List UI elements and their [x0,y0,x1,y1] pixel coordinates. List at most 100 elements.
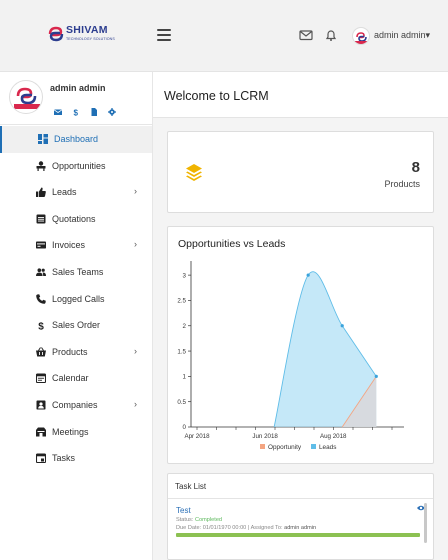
task-due-label: Due Date: [176,525,202,531]
tasks-icon [36,453,46,464]
users-icon [36,268,46,276]
x-tick-label: Apr 2018 [184,433,210,440]
user-avatar[interactable] [352,27,370,45]
svg-text:$: $ [74,109,79,117]
y-tick-label: 1 [183,374,187,381]
chart-title: Opportunities vs Leads [178,238,286,250]
stat-label: Products [384,179,420,189]
task-status: Status: Completed [176,517,222,523]
brand-logo[interactable]: SHIVAM TECHNOLOGY SOLUTIONS [46,22,115,46]
x-tick-label: Aug 2018 [320,433,347,440]
opportunities-leads-chart: 0 0.5 1 1.5 2 2.5 3 Apr 2018 Jun 2018 Aug 2018 Opp… [177,261,404,451]
sidebar-item-opportunities[interactable]: Opportunities [0,153,152,180]
task-list-card: Task List Test Status: Completed Due Dat… [167,473,434,560]
x-tick-label: Jun 2018 [252,433,278,440]
sidebar-item-label: Leads [52,187,77,198]
sidebar-item-calendar[interactable]: Calendar [0,365,152,392]
sidebar-item-sales-teams[interactable]: Sales Teams [0,259,152,286]
caret-down-icon: ▾ [425,30,431,40]
stat-value: 8 [411,159,420,176]
brand-mark-icon [48,26,64,42]
opportunity-line [341,376,377,428]
gear-icon[interactable] [108,103,116,116]
leads-area [274,271,377,427]
basket-icon [36,346,46,357]
sidebar-item-tasks[interactable]: Tasks [0,445,152,472]
dollar-icon[interactable]: $ [72,103,80,118]
sidebar-item-label: Sales Teams [52,266,104,277]
user-menu[interactable]: admin admin▾ [374,30,430,41]
legend-label-leads: Leads [319,444,336,451]
sidebar-item-companies[interactable]: Companies › [0,392,152,419]
sidebar-item-dashboard[interactable]: Dashboard [0,126,152,153]
sidebar-item-label: Invoices [52,240,86,251]
page-title: Welcome to LCRM [164,89,269,103]
legend-swatch-leads [311,444,316,449]
sidebar-item-sales-order[interactable]: $ Sales Order [0,312,152,339]
sidebar-item-products[interactable]: Products › [0,339,152,366]
chevron-right-icon: › [134,398,137,409]
leads-point [306,273,310,277]
mail-icon[interactable] [299,28,313,42]
profile-avatar[interactable] [9,80,43,114]
y-tick-label: 0.5 [177,399,186,406]
svg-text:$: $ [38,321,44,330]
mail-icon[interactable] [53,103,63,115]
y-tick-label: 0 [183,424,187,431]
invoice-icon [36,241,46,249]
legend-label-opportunity: Opportunity [268,444,302,451]
opportunities-icon [36,160,46,171]
leads-point [374,374,378,378]
thumbs-up-icon [36,187,46,198]
profile-name: admin admin [50,83,106,93]
task-list-header: Task List [168,474,433,499]
task-due-value: 01/01/1970 00:00 [202,525,247,531]
sidebar-item-leads[interactable]: Leads › [0,179,152,206]
scrollbar[interactable] [424,503,427,543]
task-assigned-label: Assigned To: [250,525,283,531]
task-name[interactable]: Test [176,506,191,515]
sidebar-item-label: Meetings [52,426,89,437]
sidebar-item-label: Quotations [52,213,96,224]
divider [0,124,152,125]
sidebar-item-meetings[interactable]: Meetings [0,419,152,446]
sidebar-item-logged-calls[interactable]: Logged Calls [0,286,152,313]
sidebar-item-label: Products [52,346,88,357]
phone-icon [36,293,46,304]
task-status-value: Completed [194,517,223,523]
sidebar-item-label: Dashboard [54,134,99,144]
dashboard-icon [38,134,48,144]
layers-icon [186,164,202,181]
sidebar-item-label: Calendar [52,373,89,384]
sidebar-item-invoices[interactable]: Invoices › [0,232,152,259]
task-due: Due Date: 01/01/1970 00:00 | Assigned To… [176,525,317,531]
chevron-right-icon: › [134,186,137,197]
sidebar-item-quotations[interactable]: Quotations [0,206,152,233]
opportunities-vs-leads-card: Opportunities vs Leads 0 0.5 1 1.5 2 2.5 3 Apr … [167,226,434,464]
leads-point [340,324,344,328]
sidebar-item-label: Tasks [52,453,76,464]
menu-toggle-icon[interactable] [157,29,171,41]
document-icon[interactable] [90,103,98,116]
chevron-right-icon: › [134,345,137,356]
sidebar: admin admin $ Dashboard Opportunities Le… [0,72,153,560]
task-assigned-value: admin admin [284,525,317,531]
dollar-icon: $ [38,321,44,330]
meetings-icon [36,427,46,437]
task-progress-bar [176,533,420,537]
bell-icon[interactable] [324,28,338,42]
top-bar: SHIVAM TECHNOLOGY SOLUTIONS admin admin▾ [0,0,448,72]
task-status-label: Status: [176,517,194,523]
y-tick-label: 2.5 [177,298,186,305]
products-stat-card[interactable]: 8 Products [167,131,434,213]
sidebar-item-label: Companies [52,399,98,410]
y-tick-label: 3 [183,272,187,279]
brand-mark-icon [14,87,40,109]
chevron-right-icon: › [134,239,137,250]
eye-icon[interactable] [417,505,425,511]
building-icon [36,400,46,410]
sidebar-item-label: Logged Calls [52,293,105,304]
y-tick-label: 1.5 [177,348,186,355]
y-tick-label: 2 [183,323,187,330]
legend-swatch-opportunity [260,444,265,449]
